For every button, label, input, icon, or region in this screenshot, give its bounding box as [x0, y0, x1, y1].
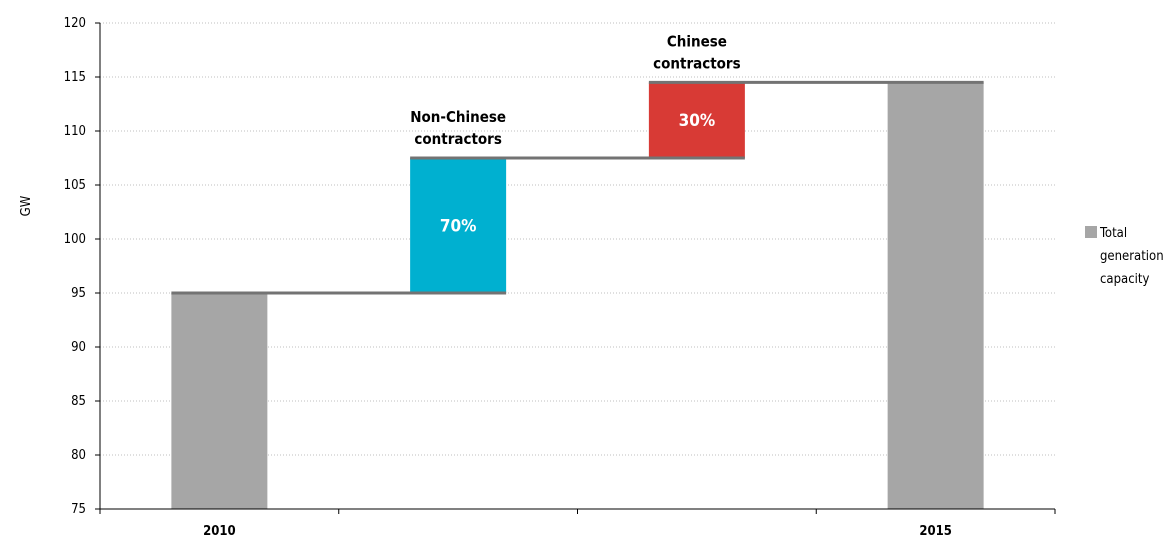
- y-tick-label: 110: [64, 124, 86, 139]
- y-tick-label: 95: [71, 286, 86, 301]
- y-tick-label: 90: [71, 340, 86, 355]
- legend-label: Total: [1099, 226, 1127, 241]
- x-tick-label: 2015: [919, 524, 952, 539]
- y-axis-label: GW: [19, 195, 34, 216]
- bar-annotation: Non-Chinese: [410, 108, 506, 126]
- bar: [648, 82, 745, 158]
- axes: [99, 23, 1056, 514]
- bar-annotation: Chinese: [667, 32, 727, 50]
- y-tick-label: 85: [71, 394, 86, 409]
- annotations: 70% Non-Chinese contractors 30% Chinese contr…: [410, 32, 740, 236]
- bar-annotation: contractors: [414, 130, 502, 148]
- bars: [171, 82, 984, 510]
- x-tick-label: 2010: [203, 524, 236, 539]
- bar-annotation: contractors: [653, 54, 741, 72]
- y-tick-label: 105: [64, 178, 86, 193]
- bar: [171, 293, 268, 509]
- y-tick-label: 75: [71, 502, 86, 517]
- legend-swatch: [1085, 226, 1097, 238]
- y-tick-label: 120: [64, 16, 86, 31]
- y-tick-label: 80: [71, 448, 86, 463]
- bar: [410, 158, 507, 293]
- y-tick-labels: 75 80 85 90 95 100 105 110 115 120: [64, 16, 86, 517]
- y-tick-label: 100: [64, 232, 86, 247]
- y-tick-label: 115: [64, 70, 86, 85]
- bar-value-label: 30%: [679, 111, 716, 131]
- bar-value-label: 70%: [440, 217, 477, 237]
- legend-label: capacity: [1100, 272, 1149, 287]
- bar: [887, 82, 984, 510]
- x-tick-labels: 2010 2015: [203, 524, 952, 539]
- legend-label: generation: [1100, 249, 1164, 264]
- connectors: [171, 80, 984, 295]
- legend: Total generation capacity: [1085, 226, 1164, 287]
